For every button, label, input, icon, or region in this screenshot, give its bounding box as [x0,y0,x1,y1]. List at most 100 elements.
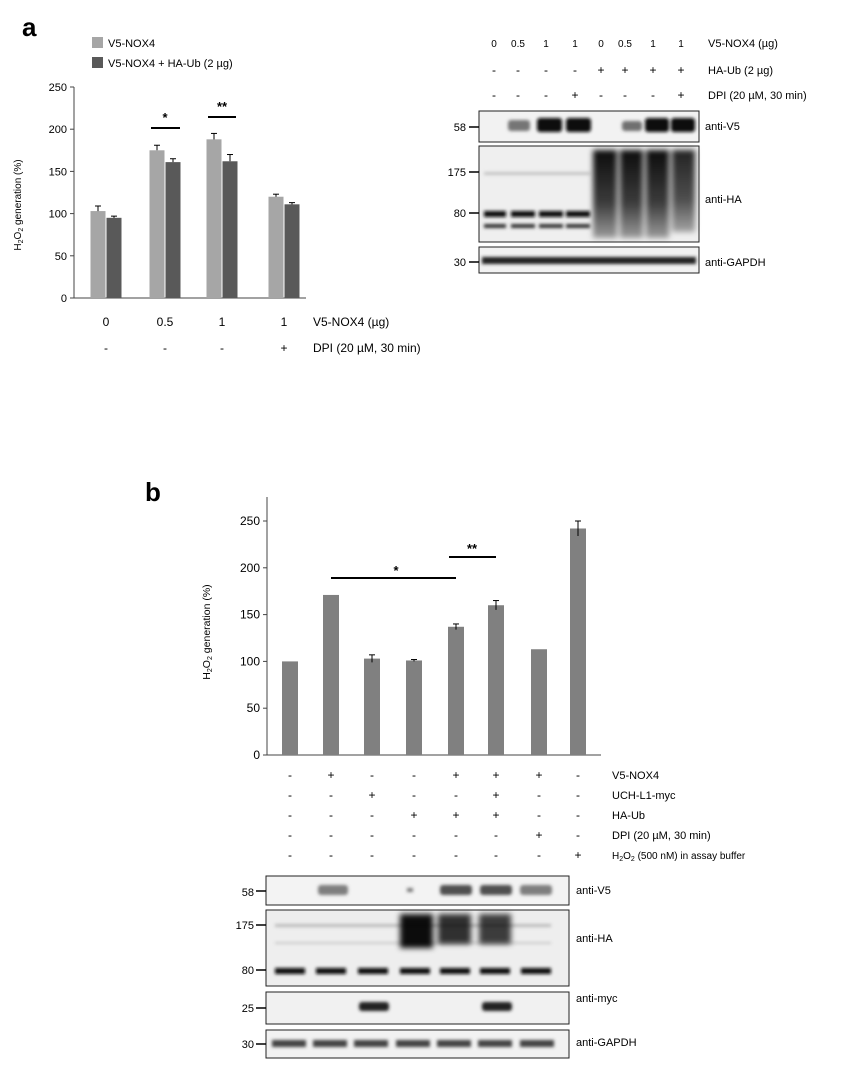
chart-a-ytick-label-100: 100 [49,209,67,221]
chart-b-ytick-label-0: 0 [253,748,260,762]
blot-b-gapdh-label: anti-GAPDH [576,1037,637,1049]
blot-b: 58 anti-V5 175 80 anti-HA [236,875,637,1059]
blot-b-v5-label: anti-V5 [576,885,611,897]
chart-b-cond-r1-c3: - [370,768,374,782]
blot-a-row3-col8: + [677,88,684,102]
blot-a-v5-marker-58: 58 [454,122,466,134]
chart-b-cond-label-v5-nox4: V5-NOX4 [612,770,659,782]
blot-a-row1-label: V5-NOX4 (µg) [708,38,778,50]
chart-b-cond-r5-c7: - [537,848,541,862]
blot-a-row1-col3: 1 [543,39,549,50]
chart-a-bar-s1-c2 [149,150,165,298]
blot-a-row2-col4: - [573,63,577,77]
blot-a-row3-col2: - [516,88,520,102]
chart-a-y-label: H2O2 generation (%) [13,159,25,250]
blot-a-row3-col1: - [492,88,496,102]
chart-b-cond-r4-c7: + [535,828,542,842]
blot-a-row3-col7: - [651,88,655,102]
chart-a-bar-s2-c3 [222,161,238,298]
chart-b-cond-r4-c1: - [288,828,292,842]
chart-b-cond-r5-c2: - [329,848,333,862]
blot-a-row1-col8: 1 [678,39,684,50]
blot-a-v5-label: anti-V5 [705,121,740,133]
blot-a-row3-col5: - [599,88,603,102]
blot-a-conditions: V5-NOX4 (µg) HA-Ub (2 µg) DPI (20 µM, 30… [491,38,806,102]
chart-b-cond-label-dpi: DPI (20 µM, 30 min) [612,830,711,842]
chart-a-ytick-label-150: 150 [49,166,67,178]
chart-b-cond-r2-c3: + [368,788,375,802]
blot-a-row1-col5: 0 [598,39,604,50]
chart-b-cond-label-h2o2: H2O2 (500 nM) in assay buffer [612,851,746,863]
chart-b-cond-r1-c7: + [535,768,542,782]
blot-a-row3-col4: + [571,88,578,102]
blot-a-row1-col2: 0.5 [511,39,525,50]
blot-a: 58 anti-V5 175 80 anti-HA 3 [448,110,766,274]
blot-a-row2-col1: - [492,63,496,77]
chart-b-cond-r2-c7: - [537,788,541,802]
chart-b-cond-r4-c6: - [494,828,498,842]
chart-b-cond-r4-c2: - [329,828,333,842]
chart-b-cond-r3-c6: + [492,808,499,822]
chart-a-cond2-col3: - [220,341,224,355]
chart-a-cond2-col4: + [280,341,287,355]
chart-b-cond-r4-c8: - [576,828,580,842]
blot-a-row3-col3: - [544,88,548,102]
chart-a-cond1-label: V5-NOX4 (µg) [313,315,389,329]
chart-b-cond-r2-c2: - [329,788,333,802]
legend-label-v5-nox4: V5-NOX4 [108,38,155,50]
chart-b-cond-r1-c8: - [576,768,580,782]
blot-a-row2-col2: - [516,63,520,77]
chart-b-cond-label-uch-l1-myc: UCH-L1-myc [612,790,676,802]
chart-a-ytick-label-50: 50 [55,251,67,263]
chart-a-cond1-col2: 0.5 [157,315,174,329]
blot-a-row2-label: HA-Ub (2 µg) [708,65,773,77]
chart-b-conditions: V5-NOX4 UCH-L1-myc HA-Ub DPI (20 µM, 30 … [288,768,746,863]
chart-b-cond-r1-c2: + [327,768,334,782]
chart-a-cond2-col1: - [104,341,108,355]
chart-b: H2O2 generation (%) 0 50 100 150 200 250 * ** [201,497,601,762]
blot-a-gapdh-label: anti-GAPDH [705,257,766,269]
chart-b-bar-6 [488,605,504,755]
chart-a-ytick-label-250: 250 [49,82,67,94]
chart-b-cond-r2-c5: - [454,788,458,802]
blot-a-row3-label: DPI (20 µM, 30 min) [708,90,807,102]
blot-b-ha-marker-175: 175 [236,920,254,932]
blot-b-myc-marker-25: 25 [242,1003,254,1015]
legend-label-v5-nox4-ha-ub: V5-NOX4 + HA-Ub (2 µg) [108,58,233,70]
chart-b-cond-label-ha-ub: HA-Ub [612,810,645,822]
blot-a-ha-marker-175: 175 [448,167,466,179]
panel-a-letter: a [22,12,37,42]
chart-b-cond-r3-c8: - [576,808,580,822]
blot-a-row2-col3: - [544,63,548,77]
chart-b-cond-r2-c4: - [412,788,416,802]
panel-b-letter: b [145,477,161,507]
chart-b-cond-r1-c1: - [288,768,292,782]
chart-b-cond-r4-c4: - [412,828,416,842]
chart-b-cond-r1-c6: + [492,768,499,782]
chart-b-bar-5 [448,626,464,755]
blot-a-ha-marker-80: 80 [454,208,466,220]
chart-a-bar-s1-c3 [206,139,222,298]
chart-b-cond-r2-c6: + [492,788,499,802]
blot-a-row2-col8: + [677,63,684,77]
chart-b-bar-4 [406,660,422,755]
chart-b-bar-8 [570,528,586,755]
blot-a-row2-col6: + [621,63,628,77]
chart-a-bar-s2-c2 [165,162,181,298]
chart-b-sig-2: ** [467,541,478,556]
legend-swatch-v5-nox4-ha-ub [92,57,103,68]
chart-a-cond2-label: DPI (20 µM, 30 min) [313,341,421,355]
chart-a-cond1-col1: 0 [103,315,110,329]
blot-a-row1-col7: 1 [650,39,656,50]
chart-b-cond-r4-c3: - [370,828,374,842]
blot-b-myc-label: anti-myc [576,993,618,1005]
blot-b-ha-label: anti-HA [576,933,613,945]
chart-b-cond-r3-c3: - [370,808,374,822]
chart-a-cond1-col4: 1 [281,315,288,329]
blot-a-row1-col1: 0 [491,39,497,50]
chart-b-cond-r3-c2: - [329,808,333,822]
chart-a-bar-s2-c1 [106,217,122,298]
chart-a-sig-2: ** [217,99,228,114]
chart-b-cond-r4-c5: - [454,828,458,842]
